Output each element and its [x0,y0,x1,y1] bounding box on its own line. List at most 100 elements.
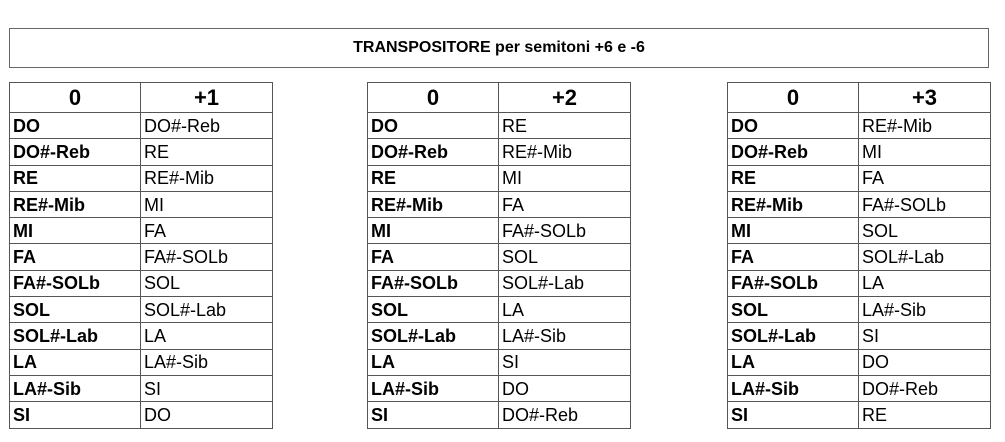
table-row: RE#-Mib MI [9,190,273,219]
source-note-cell: MI [367,217,499,245]
transposed-note-cell: RE [140,138,273,166]
transposed-note-cell: DO#-Reb [858,374,991,403]
page-title: TRANSPOSITORE per semitoni +6 e -6 [353,39,645,56]
transposed-note-cell: SI [140,374,273,403]
transposed-note-cell: SOL [858,217,991,245]
source-note-cell: SOL [727,296,859,324]
transposed-note-cell: LA [858,269,991,298]
transposed-note-cell: LA#-Sib [858,296,991,324]
transposed-note-cell: RE [498,111,631,140]
table-row: FA#-SOLb SOL [9,269,273,298]
source-note-cell: RE [367,164,499,192]
source-note-cell: FA#-SOLb [367,269,499,298]
column-header: 0 [367,82,499,113]
header-row: 0 +1 [9,82,273,113]
transposed-note-cell: RE#-Mib [140,164,273,192]
source-note-cell: RE#-Mib [727,190,859,219]
table-row: SOL LA [367,296,631,324]
transposition-table-plus-2: 0 +2 DO RE DO#-Reb RE#-Mib RE MI RE#-Mib FA MI FA#-… [367,82,631,429]
table-row: SI DO#-Reb [367,401,631,429]
table-row: LA DO [727,348,991,376]
source-note-cell: LA#-Sib [9,374,141,403]
table-row: SI DO [9,401,273,429]
source-note-cell: DO#-Reb [727,138,859,166]
table-row: SOL#-Lab LA [9,322,273,350]
header-row: 0 +2 [367,82,631,113]
transposed-note-cell: FA [498,190,631,219]
transposed-note-cell: SOL#-Lab [498,269,631,298]
source-note-cell: RE [9,164,141,192]
header-row: 0 +3 [727,82,991,113]
column-header: +1 [140,82,273,113]
source-note-cell: LA [727,348,859,376]
source-note-cell: MI [9,217,141,245]
source-note-cell: DO [9,111,141,140]
source-note-cell: DO [367,111,499,140]
transposed-note-cell: MI [498,164,631,192]
transposed-note-cell: SOL [498,243,631,271]
table-row: DO DO#-Reb [9,111,273,140]
transposed-note-cell: SOL#-Lab [140,296,273,324]
column-header: 0 [9,82,141,113]
table-row: FA#-SOLb SOL#-Lab [367,269,631,298]
transposed-note-cell: FA [140,217,273,245]
source-note-cell: MI [727,217,859,245]
table-row: MI FA [9,217,273,245]
table-row: FA FA#-SOLb [9,243,273,271]
source-note-cell: SOL [367,296,499,324]
transposition-table-plus-1: 0 +1 DO DO#-Reb DO#-Reb RE RE RE#-Mib RE#-Mib MI M… [9,82,273,429]
source-note-cell: FA [727,243,859,271]
table-row: FA#-SOLb LA [727,269,991,298]
table-row: MI SOL [727,217,991,245]
source-note-cell: SOL#-Lab [727,322,859,350]
transposed-note-cell: MI [140,190,273,219]
column-header: +3 [858,82,991,113]
source-note-cell: SOL#-Lab [367,322,499,350]
table-row: LA#-Sib SI [9,374,273,403]
transposed-note-cell: LA#-Sib [140,348,273,376]
source-note-cell: SOL#-Lab [9,322,141,350]
transposed-note-cell: LA [498,296,631,324]
source-note-cell: LA [9,348,141,376]
column-header: +2 [498,82,631,113]
transposed-note-cell: FA#-SOLb [498,217,631,245]
transposed-note-cell: DO [498,374,631,403]
transposed-note-cell: DO#-Reb [498,401,631,429]
transposed-note-cell: FA#-SOLb [140,243,273,271]
source-note-cell: SI [9,401,141,429]
source-note-cell: SI [367,401,499,429]
source-note-cell: RE#-Mib [367,190,499,219]
table-row: SOL#-Lab SI [727,322,991,350]
source-note-cell: DO#-Reb [367,138,499,166]
table-row: DO#-Reb RE [9,138,273,166]
source-note-cell: FA [9,243,141,271]
source-note-cell: LA#-Sib [367,374,499,403]
source-note-cell: FA#-SOLb [727,269,859,298]
table-row: RE RE#-Mib [9,164,273,192]
source-note-cell: FA#-SOLb [9,269,141,298]
table-row: LA#-Sib DO [367,374,631,403]
transposed-note-cell: SOL [140,269,273,298]
table-row: FA SOL#-Lab [727,243,991,271]
table-row: SOL#-Lab LA#-Sib [367,322,631,350]
source-note-cell: FA [367,243,499,271]
source-note-cell: SOL [9,296,141,324]
table-row: DO#-Reb RE#-Mib [367,138,631,166]
transposed-note-cell: FA [858,164,991,192]
source-note-cell: SI [727,401,859,429]
title-box: TRANSPOSITORE per semitoni +6 e -6 [9,28,989,68]
table-row: RE MI [367,164,631,192]
table-row: SOL SOL#-Lab [9,296,273,324]
transposed-note-cell: DO [140,401,273,429]
transposed-note-cell: RE#-Mib [498,138,631,166]
table-row: DO#-Reb MI [727,138,991,166]
source-note-cell: LA#-Sib [727,374,859,403]
table-row: RE#-Mib FA#-SOLb [727,190,991,219]
table-row: DO RE [367,111,631,140]
source-note-cell: LA [367,348,499,376]
transposed-note-cell: RE#-Mib [858,111,991,140]
source-note-cell: DO#-Reb [9,138,141,166]
table-row: LA#-Sib DO#-Reb [727,374,991,403]
source-note-cell: DO [727,111,859,140]
transposed-note-cell: MI [858,138,991,166]
